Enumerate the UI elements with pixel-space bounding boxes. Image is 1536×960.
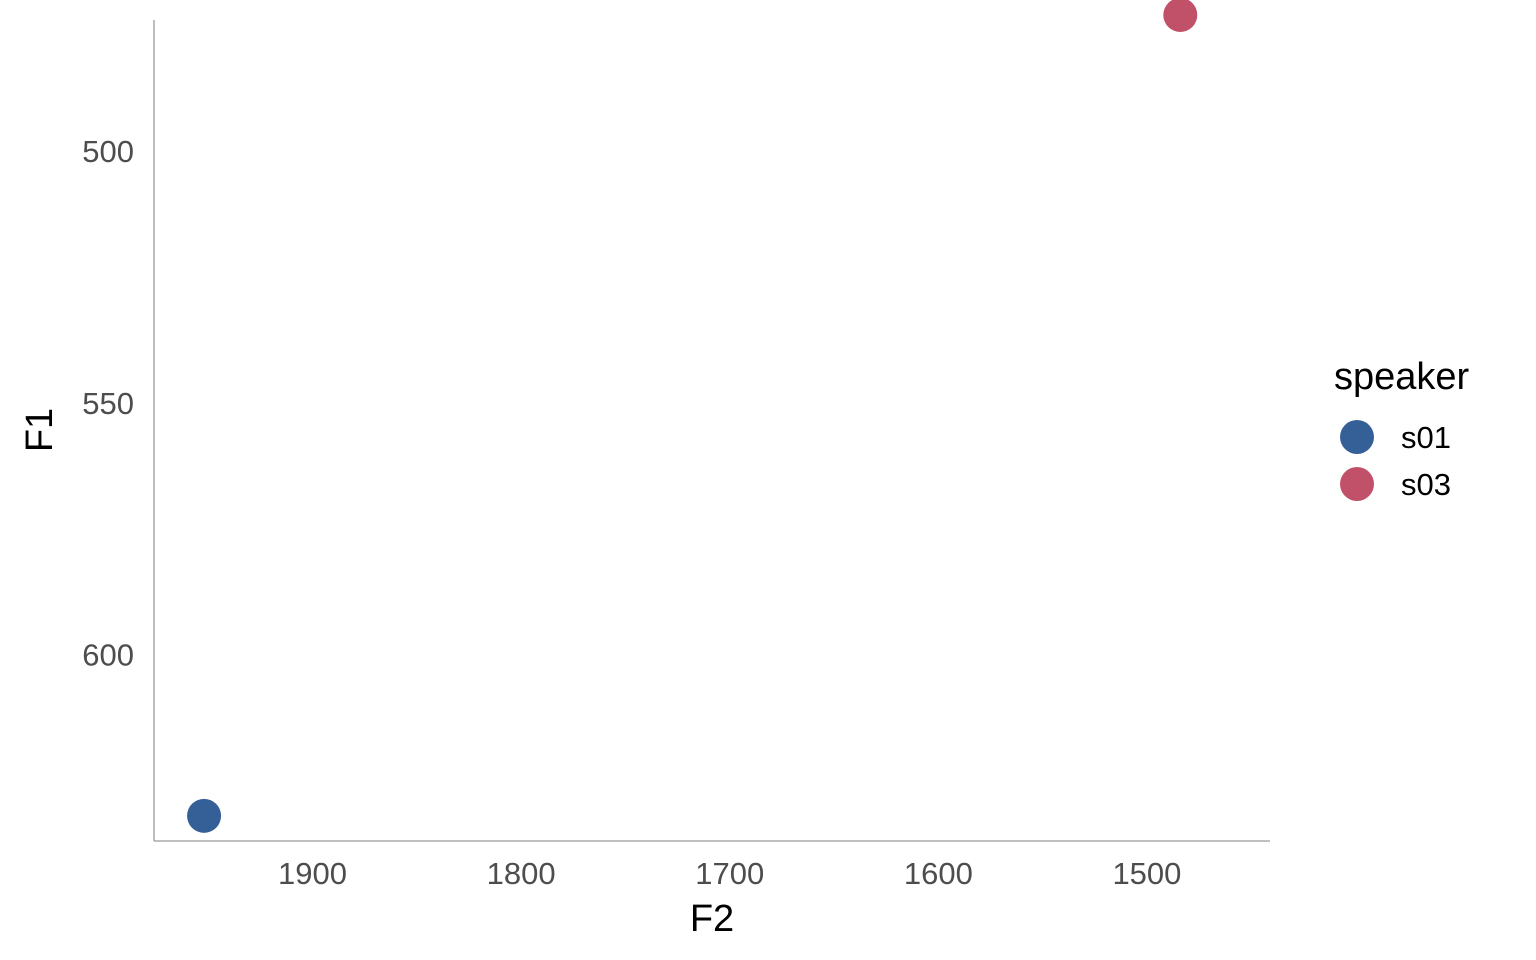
x-axis-title: F2	[690, 898, 734, 940]
axes	[153, 20, 1270, 842]
legend-title: speaker	[1334, 356, 1470, 398]
legend-item-s03: s03	[1340, 467, 1451, 502]
y-tick-labels: 500 550 600	[82, 134, 134, 673]
legend-label-s01: s01	[1401, 420, 1451, 455]
legend-item-s01: s01	[1340, 420, 1451, 455]
x-tick-label: 1700	[695, 856, 764, 891]
y-axis-title: F1	[19, 408, 61, 452]
data-points	[187, 0, 1198, 833]
x-tick-label: 1900	[278, 856, 347, 891]
y-tick-label: 550	[82, 386, 134, 421]
x-tick-labels: 1900 1800 1700 1600 1500	[278, 856, 1181, 891]
legend-key-s03	[1340, 467, 1374, 501]
data-point-s01	[187, 798, 222, 833]
y-tick-label: 500	[82, 134, 134, 169]
y-tick-label: 600	[82, 638, 134, 673]
x-tick-label: 1600	[904, 856, 973, 891]
legend-label-s03: s03	[1401, 467, 1451, 502]
x-tick-label: 1500	[1112, 856, 1181, 891]
legend-key-s01	[1340, 420, 1374, 454]
x-tick-label: 1800	[487, 856, 556, 891]
data-point-s03	[1163, 0, 1198, 32]
